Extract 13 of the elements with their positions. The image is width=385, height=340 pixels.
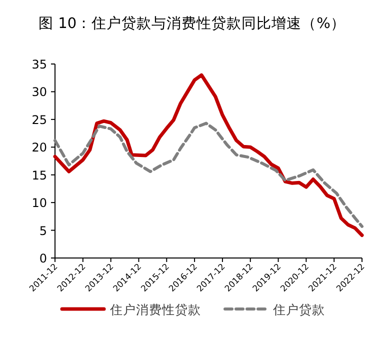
y-tick-label: 35 (32, 58, 47, 72)
y-tick-label: 30 (32, 85, 47, 100)
y-tick-label: 0 (39, 252, 47, 266)
line-series (54, 122, 364, 228)
y-tick-label: 25 (32, 112, 47, 127)
chart-title: 图 10：住户贷款与消费性贷款同比增速（%） (38, 15, 346, 32)
y-tick-label: 20 (32, 140, 47, 155)
legend-label: 住户消费性贷款 (109, 302, 201, 317)
line-series (53, 73, 364, 238)
y-tick-label: 5 (39, 224, 47, 238)
y-tick-label: 10 (32, 196, 47, 210)
y-tick-label: 15 (32, 168, 47, 182)
legend-label: 住户贷款 (272, 302, 325, 317)
